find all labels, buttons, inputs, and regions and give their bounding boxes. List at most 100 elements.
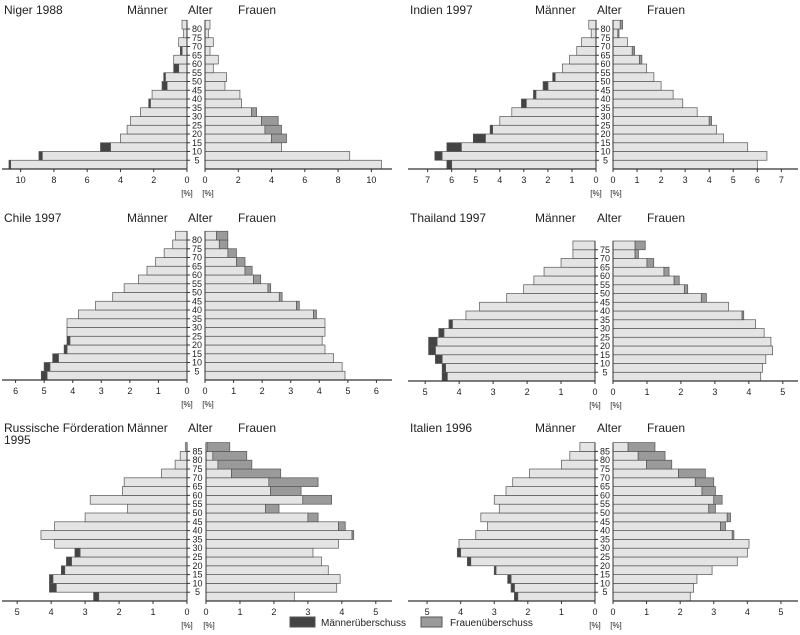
male-surplus-bar [441, 371, 448, 382]
men-x-tick-label: 3 [491, 387, 496, 397]
women-x-tick-label: 2 [678, 387, 683, 397]
women-x-tick-label: 2 [271, 607, 276, 617]
men-bar [499, 116, 597, 126]
women-bar [205, 451, 214, 461]
men-bar [89, 495, 188, 505]
women-bar [612, 275, 675, 286]
women-bar [612, 556, 738, 567]
men-bar [529, 468, 596, 479]
age-tick-label: 70 [192, 42, 202, 52]
age-header: Alter [597, 211, 622, 225]
age-tick-label: 80 [600, 24, 610, 34]
female-surplus-bar [216, 230, 229, 241]
male-surplus-bar [533, 89, 537, 100]
female-surplus-bar [236, 257, 246, 267]
men-bar [479, 301, 596, 312]
women-bar [612, 319, 756, 329]
women-bar [204, 353, 334, 363]
age-tick-label: 40 [192, 305, 202, 315]
male-surplus-bar [467, 556, 472, 567]
age-tick-label: 50 [600, 77, 610, 87]
men-bar [175, 230, 188, 241]
men-bar [173, 54, 188, 65]
male-surplus-bar [148, 98, 151, 109]
age-tick-label: 50 [600, 289, 610, 299]
women-bar [204, 257, 237, 267]
men-bar [110, 142, 188, 152]
women-bar [204, 159, 382, 170]
age-tick-label: 25 [600, 120, 610, 130]
age-tick-label: 60 [192, 490, 202, 500]
male-surplus-bar [435, 354, 443, 364]
male-surplus-bar [489, 124, 493, 135]
women-x-tick-label: 1 [635, 175, 640, 185]
male-surplus-bar [66, 335, 71, 346]
women-bar [205, 565, 329, 575]
men-bar [58, 353, 188, 363]
women-bar [204, 89, 241, 100]
female-surplus-bar [217, 459, 253, 470]
age-tick-label: 15 [600, 570, 610, 580]
female-surplus-bar [683, 284, 689, 294]
men-bar [126, 124, 188, 135]
men-bar [458, 539, 596, 549]
female-surplus-bar [313, 309, 317, 320]
men-x-tick-label: 3 [521, 175, 526, 185]
men-bar [46, 370, 188, 381]
men-bar [120, 133, 188, 144]
men-x-tick-label: 4 [118, 175, 123, 185]
age-tick-label: 80 [192, 24, 202, 34]
pyramid-panel: Chile 1997 Männer Alter Frauen5101520253035… [2, 211, 392, 409]
women-bar [612, 159, 758, 170]
men-x-tick-label: 1 [156, 386, 161, 396]
female-surplus-bar [634, 240, 646, 251]
women-bar [205, 556, 322, 567]
men-x-tick-label: 4 [49, 607, 54, 617]
men-x-tick-label: 2 [525, 387, 530, 397]
women-bar [612, 46, 633, 56]
men-bar [581, 37, 597, 47]
men-bar [155, 257, 188, 267]
age-header: Alter [597, 3, 622, 17]
women-bar [612, 530, 733, 540]
age-tick-label: 45 [600, 517, 610, 527]
female-surplus-bar [619, 19, 623, 30]
male-surplus-bar [434, 151, 443, 161]
women-x-tick-label: 1 [231, 386, 236, 396]
women-bar [204, 370, 346, 381]
women-bar [205, 477, 270, 487]
women-bar [205, 547, 314, 558]
men-x-tick-label: 5 [15, 607, 20, 617]
men-bar [452, 319, 596, 329]
age-tick-label: 10 [600, 147, 610, 157]
men-bar [572, 240, 596, 251]
pyramid-panel: Thailand 1997 Männer Alter Frauen5101520253… [408, 211, 798, 410]
age-tick-label: 60 [600, 271, 610, 281]
men-bar [98, 591, 188, 602]
female-surplus-bar [227, 248, 237, 258]
legend-female-surplus-swatch [420, 616, 443, 628]
male-surplus-bar [38, 151, 43, 161]
men-bar [66, 344, 188, 355]
men-bar [66, 327, 188, 337]
women-unit-label: [%] [203, 621, 215, 630]
women-bar [612, 459, 647, 470]
male-surplus-bar [161, 81, 168, 91]
male-surplus-bar [441, 363, 446, 373]
age-tick-label: 50 [192, 288, 202, 298]
women-bar [204, 46, 211, 56]
male-surplus-bar [63, 344, 68, 355]
men-bar [445, 363, 596, 373]
men-bar [561, 459, 596, 470]
age-tick-label: 55 [600, 499, 610, 509]
women-bar [612, 565, 713, 575]
male-surplus-bar [74, 547, 81, 558]
women-x-tick-label: 4 [269, 175, 274, 185]
men-bar [514, 583, 596, 593]
women-bar [612, 293, 702, 303]
age-header: Alter [188, 211, 213, 225]
men-bar [517, 591, 596, 602]
male-surplus-bar [456, 547, 462, 558]
women-unit-label: [%] [202, 400, 214, 409]
men-bar [41, 151, 188, 161]
